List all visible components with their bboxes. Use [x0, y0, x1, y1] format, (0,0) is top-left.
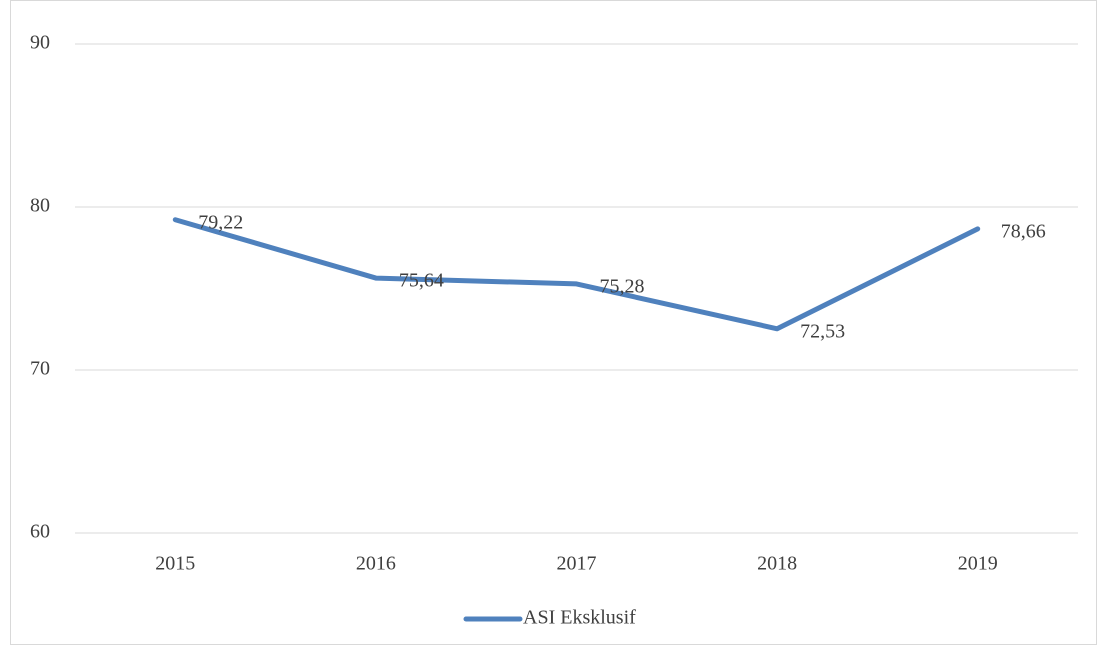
data-label: 78,66	[1001, 220, 1046, 242]
x-tick-label: 2015	[155, 553, 195, 575]
y-tick-label: 70	[30, 358, 50, 380]
x-tick-label: 2016	[356, 553, 396, 575]
y-tick-label: 60	[30, 521, 50, 543]
x-tick-label: 2018	[757, 553, 797, 575]
legend-label: ASI Eksklusif	[523, 607, 636, 629]
y-tick-label: 80	[30, 195, 50, 217]
y-tick-label: 90	[30, 32, 50, 54]
data-label: 79,22	[198, 211, 243, 233]
x-tick-label: 2019	[958, 553, 998, 575]
x-tick-label: 2017	[557, 553, 597, 575]
chart-border	[10, 0, 1097, 645]
data-label: 72,53	[800, 320, 845, 342]
line	[172, 217, 981, 332]
data-label: 75,64	[399, 270, 444, 292]
data-label: 75,28	[600, 276, 645, 298]
